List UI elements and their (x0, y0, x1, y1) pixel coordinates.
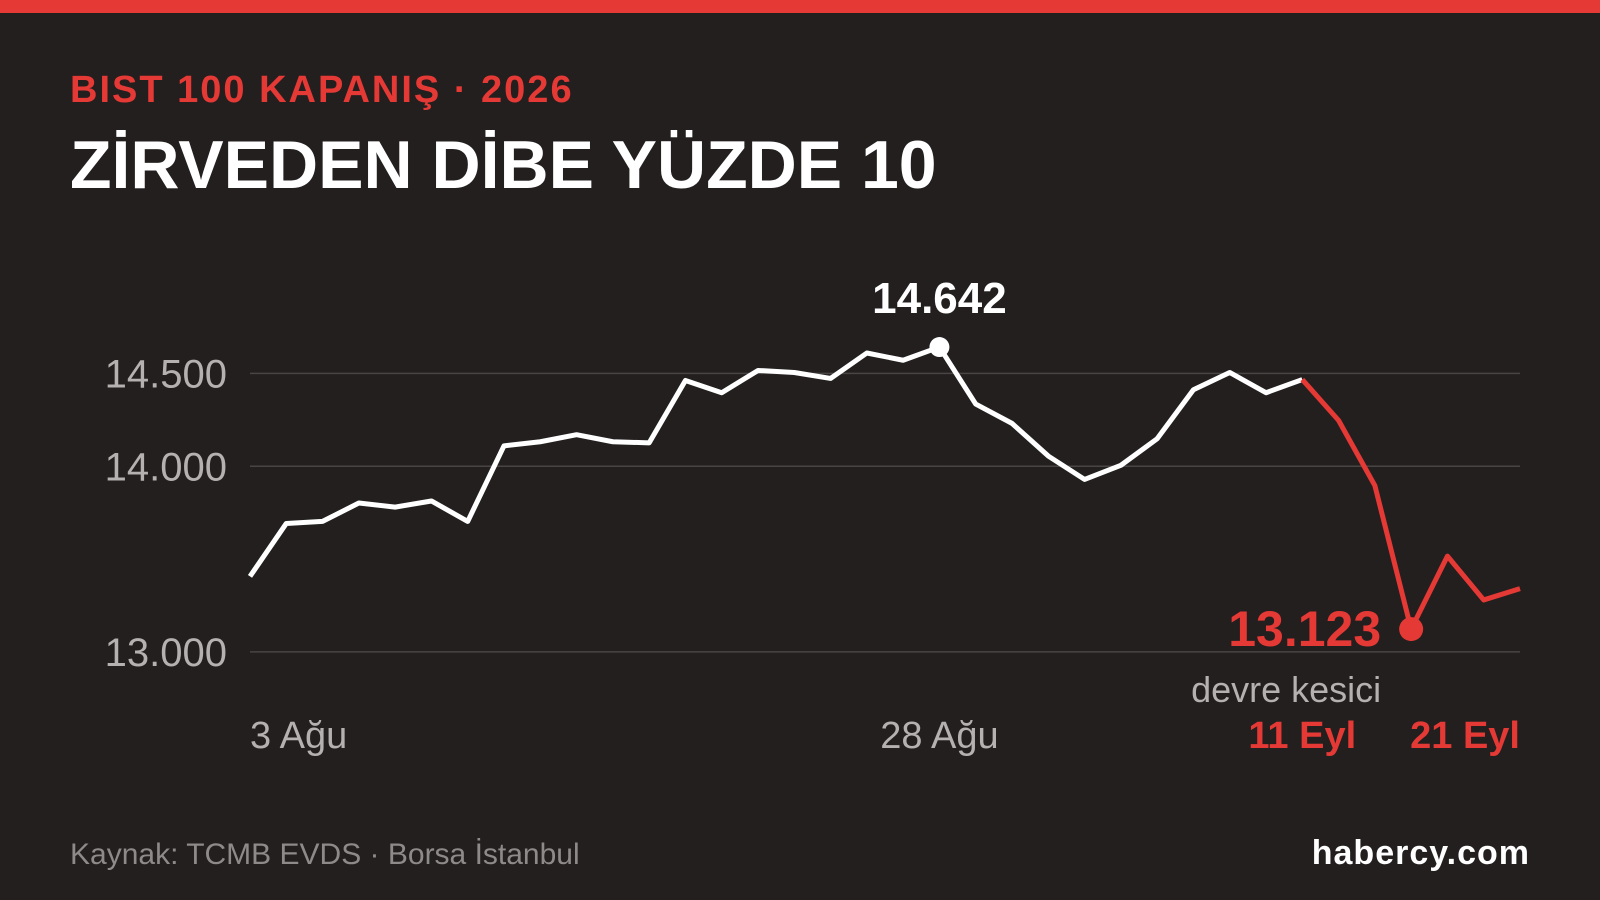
annotation: devre kesici (1191, 669, 1381, 710)
brand: habercy.com (1312, 834, 1530, 872)
line (247, 344, 1304, 578)
point (1399, 617, 1424, 642)
x-tick-label: 28 Ağu (880, 715, 998, 757)
value-label: 13.123 (1228, 601, 1381, 657)
kicker: BIST 100 KAPANIŞ · 2026 (70, 69, 574, 111)
point (929, 337, 950, 358)
source: Kaynak: TCMB EVDS · Borsa İstanbul (70, 838, 580, 871)
chart-title: ZİRVEDEN DİBE YÜZDE 10 (70, 127, 937, 203)
x-tick-label: 21 Eyl (1410, 715, 1520, 757)
value-label: 14.642 (872, 274, 1007, 323)
top-bar (0, 0, 1600, 13)
x-tick-label: 3 Ağu (250, 715, 347, 757)
y-tick-label: 14.000 (105, 445, 227, 489)
y-tick-label: 13.000 (105, 631, 227, 675)
x-tick-label: 11 Eyl (1248, 715, 1356, 757)
y-tick-label: 14.500 (105, 352, 227, 396)
